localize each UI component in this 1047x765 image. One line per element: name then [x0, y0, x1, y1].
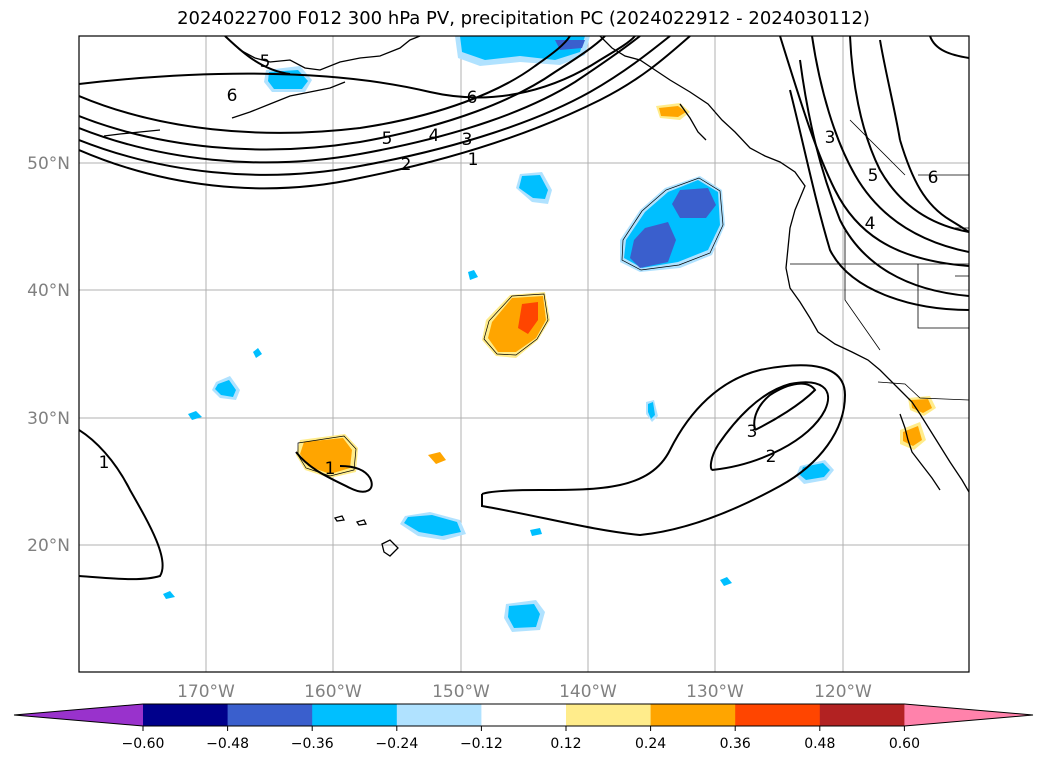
precip-negative-patch	[672, 188, 716, 218]
map-frame	[78, 35, 970, 673]
contour-label: 1	[325, 459, 336, 479]
colorbar-segment	[566, 704, 652, 726]
latitude-labels: 50°N 40°N 30°N 20°N	[27, 154, 70, 556]
lat-label: 40°N	[27, 281, 70, 301]
colorbar-segment	[227, 704, 313, 726]
colorbar-label: 0.60	[889, 736, 920, 752]
precip-positive-patch	[300, 438, 352, 474]
contour-label: 1	[468, 150, 479, 170]
contour-label: 5	[260, 52, 271, 72]
contour-label: 3	[825, 128, 836, 148]
colorbar-segment	[312, 704, 398, 726]
colorbar-label: 0.48	[804, 736, 835, 752]
contour-label: 5	[382, 129, 393, 149]
contour-label: 6	[227, 86, 238, 106]
lon-label: 130°W	[686, 682, 744, 702]
colorbar-label: −0.12	[460, 736, 503, 752]
colorbar-segment	[819, 704, 905, 726]
colorbar-label: 0.36	[720, 736, 751, 752]
colorbar-label: −0.36	[291, 736, 334, 752]
colorbar-label: −0.60	[122, 736, 165, 752]
pv-contours	[79, 36, 969, 581]
lat-label: 30°N	[27, 409, 70, 429]
map-title: 2024022700 F012 300 hPa PV, precipitatio…	[177, 8, 870, 29]
colorbar-extend-min	[14, 704, 143, 726]
longitude-labels: 170°W 160°W 150°W 140°W 130°W 120°W	[177, 682, 872, 702]
contour-label: 6	[928, 168, 939, 188]
contour-label: 4	[429, 126, 440, 146]
precip-negative-patch	[555, 40, 585, 50]
lon-label: 120°W	[814, 682, 872, 702]
precip-negative-patch	[508, 604, 540, 628]
lat-label: 50°N	[27, 154, 70, 174]
colorbar-extend-max	[904, 704, 1033, 726]
colorbar-segment	[481, 704, 567, 726]
colorbar-segment	[735, 704, 821, 726]
contour-label: 5	[868, 166, 879, 186]
lat-label: 20°N	[27, 536, 70, 556]
contour-label: 3	[462, 130, 473, 150]
precip-negative-patch	[404, 515, 461, 536]
precip-negative-patch	[720, 577, 732, 586]
precip-negative-patch	[188, 411, 202, 420]
lon-label: 160°W	[304, 682, 362, 702]
contour-label: 2	[766, 447, 777, 467]
colorbar-label: −0.24	[375, 736, 418, 752]
contour-label: 2	[401, 155, 412, 175]
map-background	[79, 36, 969, 672]
precip-negative-patch	[648, 402, 655, 419]
colorbar-label: 0.12	[550, 736, 581, 752]
colorbar-label: −0.48	[206, 736, 249, 752]
precip-negative-patch	[460, 36, 585, 60]
precip-outline-contours	[297, 177, 724, 477]
lon-label: 140°W	[559, 682, 617, 702]
colorbar: −0.60 −0.48 −0.36 −0.24 −0.12 0.12 0.24 0.36 0.4…	[13, 703, 1034, 752]
contour-label: 1	[99, 453, 110, 473]
precip-positive-patch	[518, 302, 538, 334]
precip-negative-patch	[163, 591, 175, 599]
colorbar-label: 0.24	[635, 736, 666, 752]
colorbar-segment	[143, 704, 229, 726]
lon-label: 170°W	[177, 682, 235, 702]
precip-negative-patch	[630, 222, 676, 268]
precip-negative-patch	[519, 175, 548, 199]
pv-contour-labels: 5 6 6 5 4 3 2 1 3 6 5 4 1 3 2 1	[99, 52, 939, 479]
precipitation-patches	[163, 36, 936, 632]
contour-label: 4	[865, 214, 876, 234]
precip-positive-patch	[428, 452, 446, 464]
contour-label: 6	[467, 88, 478, 108]
precip-negative-patch	[215, 380, 236, 397]
colorbar-segment	[650, 704, 736, 726]
contour-label: 3	[747, 422, 758, 442]
lon-label: 150°W	[432, 682, 490, 702]
colorbar-segment	[396, 704, 482, 726]
precip-positive-patch	[659, 106, 686, 117]
precip-negative-patch	[468, 270, 478, 280]
precip-negative-patch	[253, 348, 262, 358]
precip-negative-patch	[530, 528, 542, 536]
